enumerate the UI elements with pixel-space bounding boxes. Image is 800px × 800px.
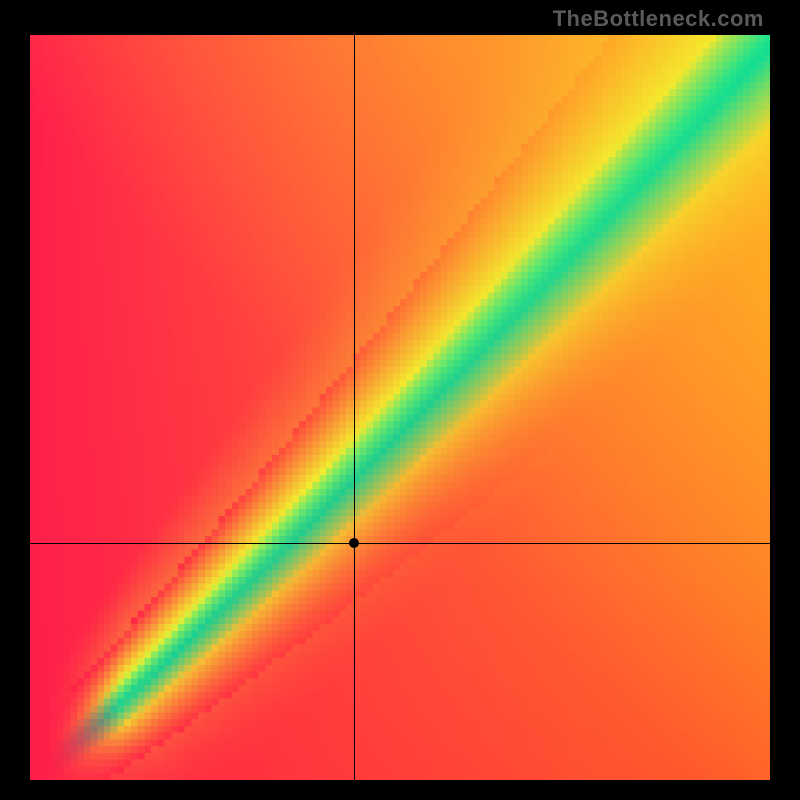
heatmap-canvas bbox=[30, 35, 770, 780]
watermark-text: TheBottleneck.com bbox=[553, 6, 764, 32]
marker-point bbox=[349, 538, 359, 548]
crosshair-horizontal bbox=[30, 543, 770, 544]
chart-frame: TheBottleneck.com bbox=[0, 0, 800, 800]
crosshair-vertical bbox=[354, 35, 355, 780]
heatmap-plot bbox=[30, 35, 770, 780]
